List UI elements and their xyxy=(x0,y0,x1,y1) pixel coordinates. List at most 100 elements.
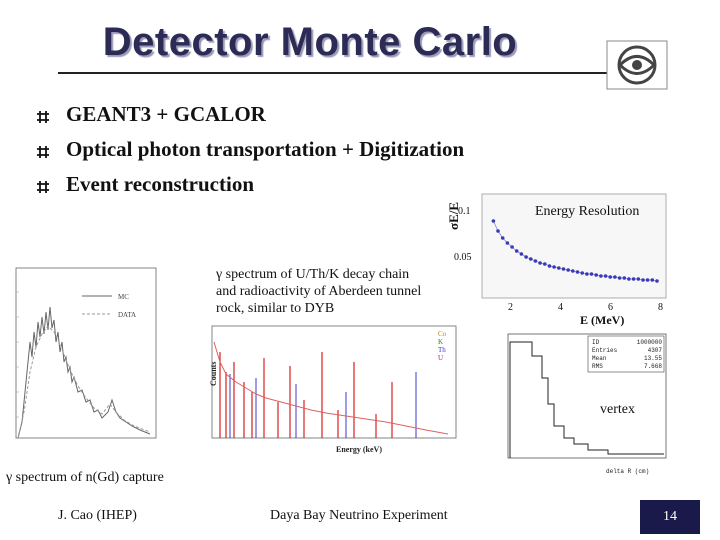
x-tick-label: 4 xyxy=(558,302,563,313)
y-axis-label: σE/E xyxy=(446,202,461,230)
uthk-caption-line: γ spectrum of U/Th/K decay chain xyxy=(216,267,410,282)
mc-curve xyxy=(17,325,151,439)
resolution-point xyxy=(505,241,510,245)
energy-resolution-chart: σE/E 0.1 0.05 2 4 6 8 E (MeV) xyxy=(446,193,667,327)
footer-experiment: Daya Bay Neutrino Experiment xyxy=(270,508,448,523)
resolution-point xyxy=(655,279,659,283)
page-number: 14 xyxy=(640,500,700,534)
resolution-point xyxy=(547,264,552,268)
resolution-point xyxy=(519,252,524,256)
stats-value: 13.55 xyxy=(644,355,662,362)
uthk-caption: γ spectrum of U/Th/K decay chain and rad… xyxy=(216,266,456,320)
uthk-caption-line: and radioactivity of Aberdeen tunnel xyxy=(216,284,422,299)
stats-label: ID xyxy=(592,339,600,346)
resolution-point xyxy=(627,277,631,281)
resolution-point xyxy=(617,276,622,280)
bullet-item: GEANT3 + GCALOR xyxy=(36,102,556,130)
bullet-text: Event reconstruction xyxy=(66,172,255,196)
x-axis-label: E (MeV) xyxy=(580,313,624,327)
resolution-point xyxy=(594,273,598,277)
resolution-point xyxy=(608,275,612,279)
resolution-point xyxy=(566,268,570,272)
bullet-icon xyxy=(37,146,49,158)
uthk-spectrum-figure: Counts Energy (keV) Co K Th U xyxy=(186,322,460,464)
x-axis-label: delta R (cm) xyxy=(606,468,649,475)
stats-label: Mean xyxy=(592,355,607,362)
footer-author: J. Cao (IHEP) xyxy=(58,508,137,523)
resolution-point xyxy=(557,266,561,270)
resolution-point xyxy=(496,229,500,233)
gd-capture-spectrum-chart: MC DATA xyxy=(15,267,157,439)
mc-peaks xyxy=(219,352,393,438)
legend-u: U xyxy=(438,354,443,362)
resolution-point xyxy=(585,272,589,276)
stats-value: 1000000 xyxy=(637,339,663,346)
slide-title: Detector Monte Carlo xyxy=(102,20,518,64)
resolution-point xyxy=(599,274,603,278)
resolution-point xyxy=(613,275,617,279)
resolution-point xyxy=(631,277,636,281)
gd-capture-caption: γ spectrum of n(Gd) capture xyxy=(6,470,164,485)
vertex-histogram xyxy=(509,341,664,458)
resolution-point xyxy=(491,219,496,223)
resolution-point xyxy=(561,267,566,271)
stats-label: Entries xyxy=(592,347,618,354)
x-tick-label: 2 xyxy=(508,302,513,313)
resolution-point xyxy=(650,278,655,282)
legend-co: Co xyxy=(438,330,447,338)
bullet-icon xyxy=(37,111,49,123)
resolution-point xyxy=(514,249,519,253)
bullet-item: Optical photon transportation + Digitiza… xyxy=(36,137,556,165)
uthk-caption-line: rock, similar to DYB xyxy=(216,301,335,316)
resolution-point xyxy=(529,257,533,261)
energy-resolution-figure: σE/E 0.1 0.05 2 4 6 8 E (MeV) xyxy=(440,186,676,328)
x-axis-label: Energy (keV) xyxy=(336,445,382,454)
resolution-point xyxy=(500,236,505,240)
stats-value: 4307 xyxy=(648,347,663,354)
resolution-point xyxy=(543,262,547,266)
bullet-item: Event reconstruction xyxy=(36,172,556,200)
energy-resolution-caption: Energy Resolution xyxy=(535,204,640,219)
legend-mc-label: MC xyxy=(118,293,129,301)
continuum-curve xyxy=(213,341,449,435)
resolution-point xyxy=(622,276,627,280)
vertex-histogram-chart: ID Entries Mean RMS 1000000 4307 13.55 7… xyxy=(507,333,667,475)
y-tick-label: 0.1 xyxy=(458,206,471,217)
title-underline xyxy=(58,72,664,74)
resolution-point xyxy=(580,271,584,275)
resolution-point xyxy=(589,272,594,276)
plot-frame xyxy=(15,267,157,439)
y-ticks xyxy=(16,291,19,418)
x-tick-label: 8 xyxy=(658,302,663,313)
ihep-logo-icon xyxy=(606,40,668,90)
resolution-point xyxy=(533,259,538,263)
resolution-point xyxy=(552,265,556,269)
vertex-caption: vertex xyxy=(600,402,635,417)
resolution-point xyxy=(641,278,645,282)
bullet-text: Optical photon transportation + Digitiza… xyxy=(66,137,465,161)
bullet-text: GEANT3 + GCALOR xyxy=(66,102,266,126)
resolution-point xyxy=(645,278,650,282)
resolution-point xyxy=(575,270,580,274)
y-axis-label: Counts xyxy=(209,362,218,386)
gd-capture-figure: MC DATA xyxy=(0,262,160,460)
stats-value: 7.668 xyxy=(644,363,662,370)
y-tick-label: 0.05 xyxy=(454,252,472,263)
resolution-point xyxy=(636,277,641,281)
resolution-point xyxy=(538,261,542,265)
resolution-point xyxy=(571,269,575,273)
resolution-point xyxy=(510,245,514,249)
legend-k: K xyxy=(438,338,443,346)
x-tick-label: 6 xyxy=(608,302,613,313)
uthk-spectrum-chart: Counts Energy (keV) Co K Th U xyxy=(209,325,457,454)
stats-box xyxy=(587,335,665,373)
bullet-icon xyxy=(37,181,49,193)
legend-th: Th xyxy=(438,346,446,354)
legend-data-label: DATA xyxy=(118,311,136,319)
stats-label: RMS xyxy=(592,363,603,370)
vertex-figure: ID Entries Mean RMS 1000000 4307 13.55 7… xyxy=(488,330,672,478)
resolution-point xyxy=(524,255,528,259)
resolution-point xyxy=(603,274,608,278)
line-markers xyxy=(229,372,417,438)
plot-frame xyxy=(211,325,457,439)
